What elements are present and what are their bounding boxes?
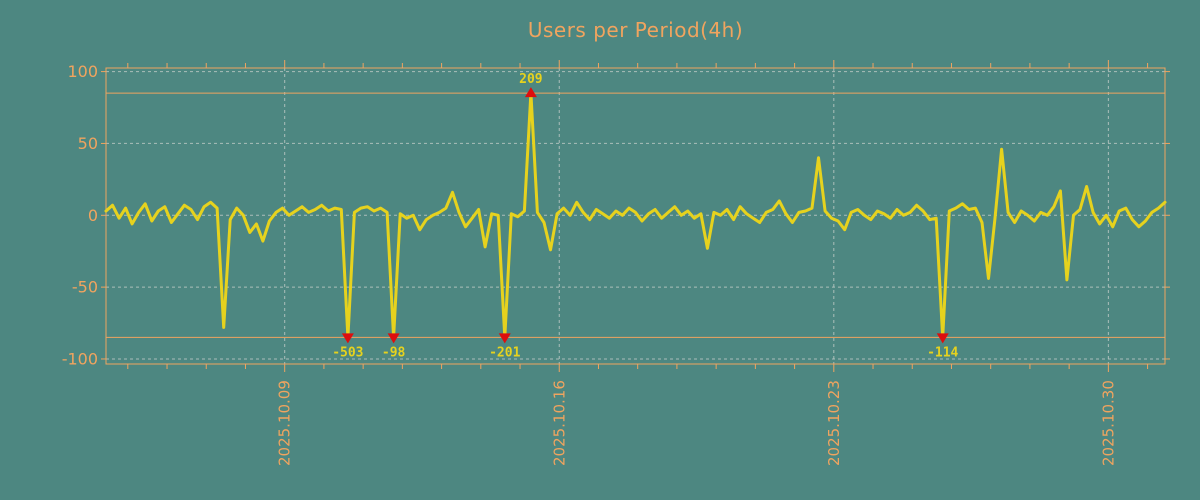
y-tick-label: 0 — [88, 206, 98, 225]
plot-border — [105, 67, 1166, 365]
x-tick-label: 2025.10.09 — [276, 380, 294, 466]
outlier-label: -503 — [332, 345, 363, 360]
outlier-label: -114 — [927, 345, 958, 360]
y-tick-label: -100 — [62, 349, 98, 368]
outlier-marker-up — [524, 87, 537, 98]
x-tick-label: 2025.10.16 — [550, 380, 568, 466]
y-tick-label: -50 — [72, 278, 98, 297]
y-tick-label: 50 — [78, 134, 98, 153]
outlier-marker-down — [341, 333, 354, 344]
outlier-label: -98 — [382, 345, 406, 360]
data-line — [104, 91, 1167, 339]
x-tick-label: 2025.10.30 — [1099, 380, 1117, 466]
outlier-marker-down — [387, 333, 400, 344]
y-tick-label: 100 — [67, 62, 98, 81]
outlier-marker-down — [936, 333, 949, 344]
x-tick-label: 2025.10.23 — [825, 380, 843, 466]
outlier-marker-down — [498, 333, 511, 344]
outlier-label: -201 — [489, 345, 520, 360]
outlier-label: 209 — [519, 72, 542, 87]
chart-title: Users per Period(4h) — [527, 18, 744, 42]
